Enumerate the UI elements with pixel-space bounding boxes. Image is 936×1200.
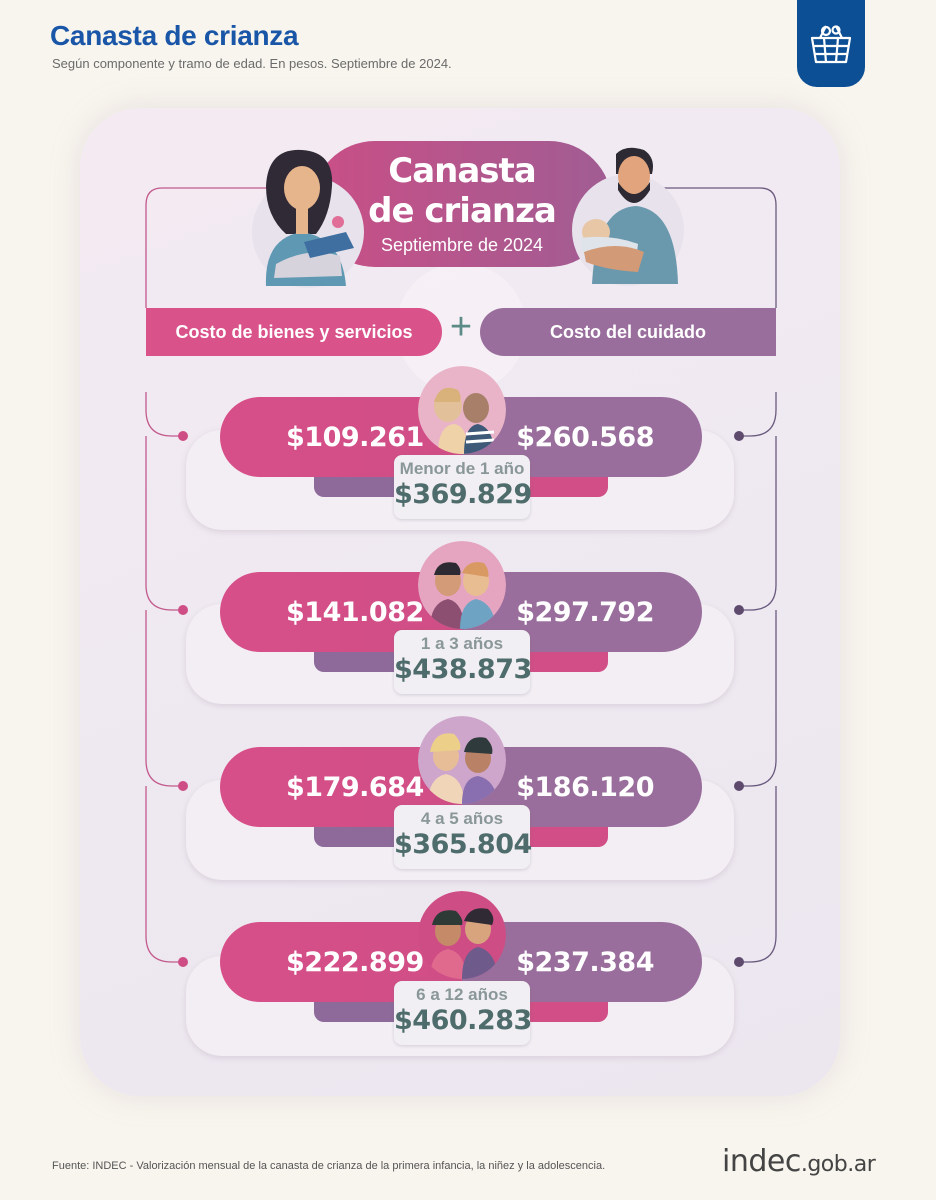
toddler-avatar	[418, 541, 506, 629]
total-value: $369.829	[394, 479, 532, 510]
preschooler-avatar	[418, 716, 506, 804]
connector-dot-right	[734, 431, 744, 441]
plus-sign: +	[449, 306, 473, 348]
page-subtitle: Según componente y tramo de edad. En pes…	[52, 56, 452, 71]
hero-title-line2: de crianza	[368, 191, 557, 231]
total-box: Menor de 1 año $369.829	[394, 455, 532, 519]
hero-title-pill: Canasta de crianza Septiembre de 2024	[312, 141, 612, 267]
age-range-label: 1 a 3 años	[420, 634, 504, 653]
brand-suffix: .gob.ar	[800, 1152, 876, 1177]
age-range-label: Menor de 1 año	[399, 459, 525, 478]
hero-title-line1: Canasta	[388, 151, 536, 191]
footer-source: Fuente: INDEC - Valorización mensual de …	[52, 1160, 606, 1172]
logo-badge	[797, 0, 865, 87]
basket-icon	[810, 24, 852, 63]
total-value: $438.873	[394, 654, 532, 685]
connector-dot-left	[178, 957, 188, 967]
total-value: $365.804	[394, 829, 532, 860]
connector-dot-right	[734, 957, 744, 967]
school-age-avatar	[418, 891, 506, 979]
mother-illustration	[252, 149, 364, 288]
age-range-label: 6 a 12 años	[416, 985, 508, 1004]
connector-dot-right	[734, 781, 744, 791]
goods-services-header: Costo de bienes y servicios	[146, 308, 442, 356]
care-cost-header: Costo del cuidado	[480, 308, 776, 356]
total-value: $460.283	[394, 1005, 532, 1036]
connector-dot-left	[178, 431, 188, 441]
father-illustration	[572, 147, 684, 286]
total-box: 1 a 3 años $438.873	[394, 630, 532, 694]
connector-dot-left	[178, 605, 188, 615]
total-box: 6 a 12 años $460.283	[394, 981, 532, 1045]
brand-main: indec	[722, 1144, 801, 1179]
brand-logo: indec.gob.ar	[722, 1144, 876, 1179]
page-title: Canasta de crianza	[50, 20, 299, 51]
hero-date: Septiembre de 2024	[380, 235, 544, 255]
connector-dot-right	[734, 605, 744, 615]
age-range-label: 4 a 5 años	[420, 809, 504, 828]
total-box: 4 a 5 años $365.804	[394, 805, 532, 869]
infant-avatar	[418, 366, 506, 454]
connector-dot-left	[178, 781, 188, 791]
